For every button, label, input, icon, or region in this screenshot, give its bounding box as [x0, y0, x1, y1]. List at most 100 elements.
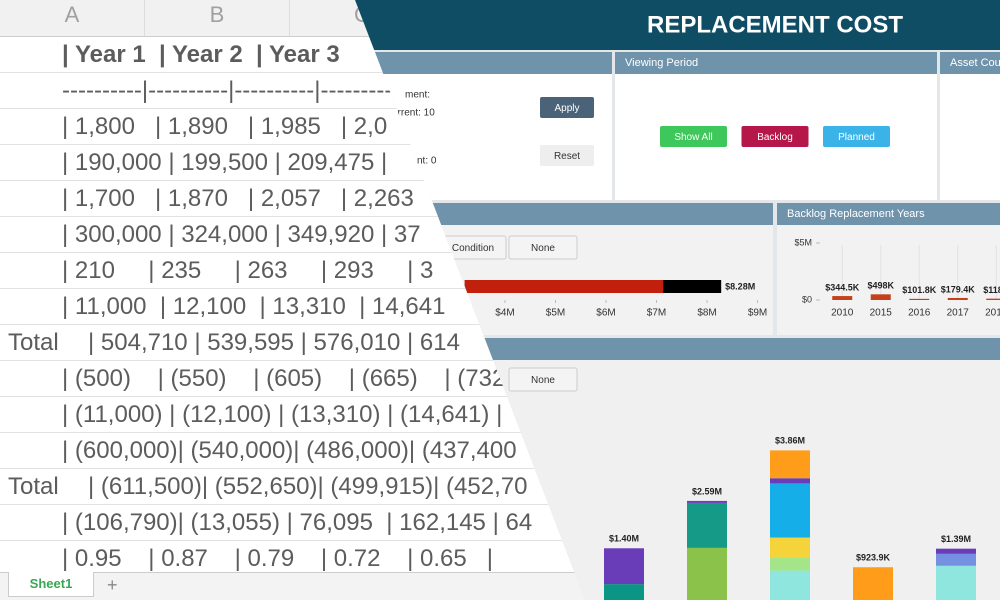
panel	[940, 52, 1000, 200]
x-tick-label: $8M	[697, 308, 716, 319]
bar-total-label: $8.28M	[725, 281, 755, 291]
row-text: | 1,700 | 1,870 | 2,057 | 2,263	[62, 185, 414, 212]
x-tick-label: 2018	[985, 308, 1000, 319]
button[interactable]	[742, 126, 809, 147]
row-label: Total	[8, 329, 59, 356]
bar-segment	[936, 566, 976, 600]
row-text: | 300,000 | 324,000 | 349,920 | 37	[62, 221, 421, 248]
row-text: | 11,000 | 12,100 | 13,310 | 14,641	[62, 293, 446, 320]
bar-segment	[687, 503, 727, 548]
bar	[832, 296, 852, 300]
bar-value-label: $101.8K	[902, 285, 937, 295]
sheet-row: | (600,000)| (540,000)| (486,000)| (437,…	[0, 433, 1000, 469]
row-text: | 210 | 235 | 263 | 293 | 3	[62, 257, 434, 284]
row-text: | 504,710 | 539,595 | 576,010 | 614	[88, 329, 460, 356]
row-text: | 1,800 | 1,890 | 1,985 | 2,0	[62, 113, 388, 140]
row-text: | 190,000 | 199,500 | 209,475 |	[62, 149, 388, 176]
button[interactable]	[509, 368, 577, 391]
row-text: | (11,000) | (12,100) | (13,310) | (14,6…	[62, 401, 503, 428]
bar-segment	[936, 549, 976, 554]
button-label[interactable]: Apply	[554, 103, 579, 114]
y-tick-label: $0	[802, 294, 812, 304]
row-text: ----------|----------|----------|-------…	[62, 77, 431, 104]
row-text: | 0.95 | 0.87 | 0.79 | 0.72 | 0.65 |	[62, 545, 493, 572]
button-label[interactable]: None	[531, 243, 555, 254]
bar-total-label: $1.40M	[609, 534, 639, 544]
sheet-row: | (106,790)| (13,055) | 76,095 | 162,145…	[0, 505, 1000, 541]
bar-segment	[465, 280, 663, 293]
x-tick-label: $7M	[647, 308, 666, 319]
dashboard-title: REPLACEMENT COST	[647, 11, 903, 38]
button[interactable]	[540, 97, 594, 118]
button[interactable]	[540, 145, 594, 166]
bar-value-label: $344.5K	[825, 282, 860, 292]
bar-segment	[770, 478, 810, 483]
bar	[909, 299, 929, 300]
row-label: Total	[8, 473, 59, 500]
bar-segment	[853, 567, 893, 600]
button[interactable]	[823, 126, 890, 147]
y-tick-label: $5M	[794, 237, 812, 247]
sheet-row: Total | (611,500)| (552,650)| (499,915)| …	[0, 469, 1000, 505]
adjustment-line: ment:	[405, 90, 430, 101]
bar-total-label: $1.39M	[941, 534, 971, 544]
x-tick-label: 2017	[947, 308, 970, 319]
bar-segment	[770, 450, 810, 478]
bar-segment	[770, 538, 810, 558]
button-label[interactable]: Planned	[838, 132, 875, 143]
x-tick-label: 2016	[908, 308, 931, 319]
sheet-row: ----------|----------|----------|-------…	[0, 73, 1000, 109]
adjustment-line: urrent: 10	[392, 108, 435, 119]
panel-title: Asset Count	[950, 57, 1000, 69]
button-label[interactable]: Backlog	[757, 132, 793, 143]
bar-total-label: $3.86M	[775, 436, 805, 446]
button[interactable]	[660, 126, 727, 147]
bar	[986, 299, 1000, 300]
panel-header	[615, 52, 937, 74]
sheet-row: | (11,000) | (12,100) | (13,310) | (14,6…	[0, 397, 1000, 433]
panel-header	[777, 203, 1000, 225]
panel-header	[940, 52, 1000, 74]
panel-title: Backlog Replacement Years	[787, 208, 925, 220]
x-tick-label: $9M	[748, 308, 767, 319]
button-label[interactable]: Condition	[452, 243, 494, 254]
bar-value-label: $498K	[867, 281, 894, 291]
bar-segment	[663, 280, 721, 293]
x-tick-label: $6M	[596, 308, 615, 319]
button-label[interactable]: Reset	[554, 151, 580, 162]
button[interactable]	[509, 236, 577, 259]
bar-segment	[687, 501, 727, 503]
bar-total-label: $2.59M	[692, 486, 722, 496]
bar-value-label: $118K	[983, 285, 1000, 295]
sheet-row: | (500) | (550) | (605) | (665) | (732	[0, 361, 1000, 397]
x-tick-label: $5M	[546, 308, 565, 319]
bar-value-label: $179.4K	[941, 284, 976, 294]
panel-title: Viewing Period	[625, 57, 698, 69]
row-text: | (600,000)| (540,000)| (486,000)| (437,…	[62, 437, 517, 464]
row-text: | (500) | (550) | (605) | (665) | (732	[62, 365, 506, 392]
column-header: B	[145, 0, 290, 37]
x-tick-label: 2015	[870, 308, 893, 319]
bar-segment	[770, 483, 810, 537]
x-tick-label: 2010	[831, 308, 854, 319]
bar-segment	[604, 548, 644, 584]
bar-segment	[770, 571, 810, 600]
button-label[interactable]: Show All	[674, 132, 712, 143]
bar-segment	[770, 557, 810, 570]
bar-segment	[936, 554, 976, 566]
x-tick-label: $4M	[495, 308, 514, 319]
row-text: | (611,500)| (552,650)| (499,915)| (452,…	[88, 473, 528, 500]
button-label[interactable]: None	[531, 375, 555, 386]
sheet-tab[interactable]: Sheet1	[8, 572, 94, 597]
row-text: | Year 1 | Year 2 | Year 3	[62, 41, 340, 68]
bar-segment	[687, 548, 727, 600]
bar	[871, 294, 891, 300]
bar	[948, 298, 968, 300]
row-text: | (106,790)| (13,055) | 76,095 | 162,145…	[62, 509, 533, 536]
bar-segment	[604, 584, 644, 600]
bar-total-label: $923.9K	[856, 553, 891, 563]
sheet-row: | Year 1 | Year 2 | Year 3	[0, 37, 1000, 73]
column-header: A	[0, 0, 145, 37]
add-tab[interactable]: +	[107, 575, 118, 595]
